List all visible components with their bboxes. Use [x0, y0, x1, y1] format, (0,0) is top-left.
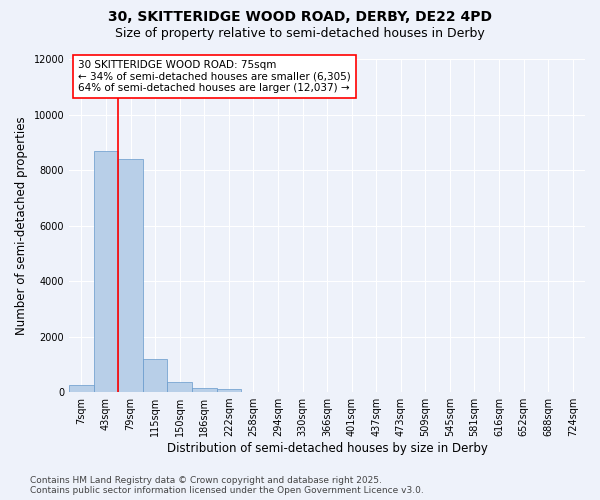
Text: Contains HM Land Registry data © Crown copyright and database right 2025.
Contai: Contains HM Land Registry data © Crown c…: [30, 476, 424, 495]
Bar: [217, 390, 241, 392]
Bar: [118, 159, 143, 392]
Bar: [69, 385, 94, 392]
Bar: [94, 150, 118, 392]
Text: Size of property relative to semi-detached houses in Derby: Size of property relative to semi-detach…: [115, 28, 485, 40]
X-axis label: Distribution of semi-detached houses by size in Derby: Distribution of semi-detached houses by …: [167, 442, 488, 455]
Text: 30, SKITTERIDGE WOOD ROAD, DERBY, DE22 4PD: 30, SKITTERIDGE WOOD ROAD, DERBY, DE22 4…: [108, 10, 492, 24]
Y-axis label: Number of semi-detached properties: Number of semi-detached properties: [15, 116, 28, 335]
Bar: [143, 359, 167, 392]
Bar: [192, 388, 217, 392]
Text: 30 SKITTERIDGE WOOD ROAD: 75sqm
← 34% of semi-detached houses are smaller (6,305: 30 SKITTERIDGE WOOD ROAD: 75sqm ← 34% of…: [78, 60, 351, 93]
Bar: [167, 382, 192, 392]
